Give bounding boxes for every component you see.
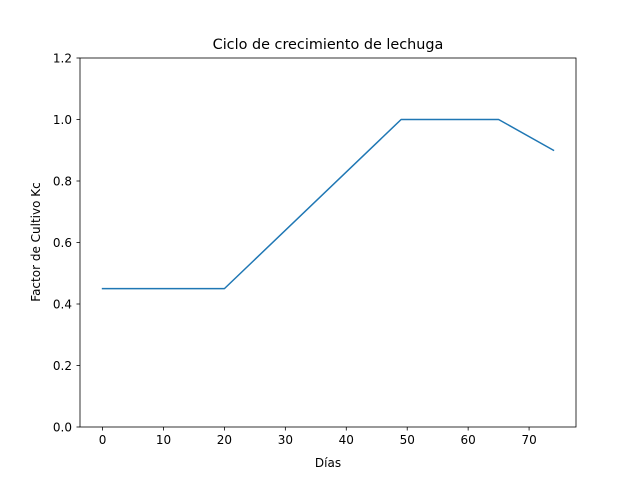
y-tick-label: 0.2 — [53, 359, 72, 373]
y-tick-label: 1.2 — [53, 51, 72, 65]
x-tick-label: 20 — [217, 433, 232, 447]
y-tick-label: 0.0 — [53, 420, 72, 434]
plot-area — [80, 58, 576, 427]
plot-frame — [79, 57, 577, 428]
y-tick-label: 1.0 — [53, 113, 72, 127]
y-axis-ticks: 0.0 0.2 0.4 0.6 0.8 1.0 1.2 — [53, 51, 80, 434]
y-tick-label: 0.8 — [53, 174, 72, 188]
x-tick-label: 30 — [278, 433, 293, 447]
series-layer — [101, 118, 555, 290]
x-axis-ticks: 0 10 20 30 40 50 60 70 — [99, 427, 537, 447]
x-tick-label: 60 — [461, 433, 476, 447]
x-tick-label: 70 — [521, 433, 536, 447]
x-axis-label: Días — [315, 456, 341, 470]
kc-series-line — [101, 118, 555, 290]
y-tick-label: 0.6 — [53, 236, 72, 250]
y-tick-label: 0.4 — [53, 297, 72, 311]
x-tick-label: 10 — [156, 433, 171, 447]
y-axis-label: Factor de Cultivo Kc — [29, 182, 43, 301]
x-tick-label: 40 — [339, 433, 354, 447]
chart-title: Ciclo de crecimiento de lechuga — [213, 37, 444, 53]
x-tick-label: 0 — [99, 433, 107, 447]
x-tick-label: 50 — [400, 433, 415, 447]
